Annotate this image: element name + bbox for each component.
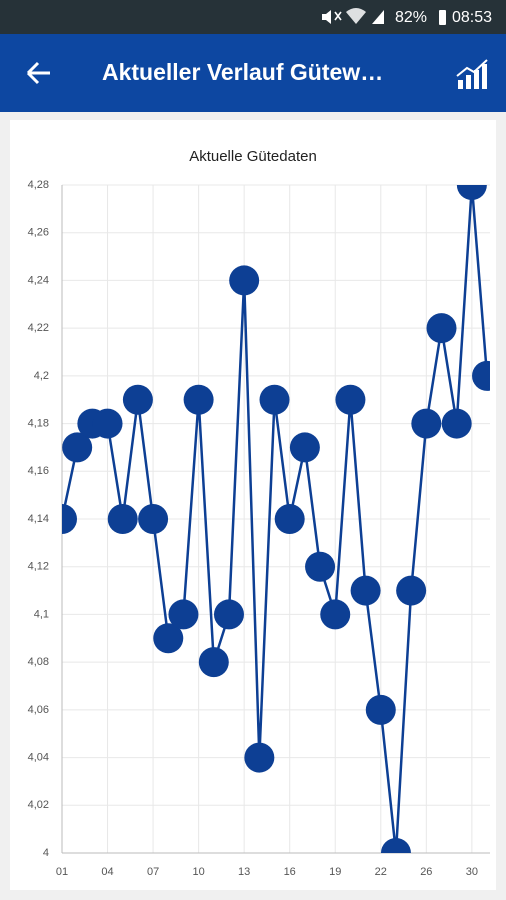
point (472, 360, 490, 391)
chart-title: Aktuelle Gütedaten (189, 148, 317, 165)
point (456, 185, 487, 200)
x-tick-label: 10 (192, 866, 204, 878)
point (168, 599, 199, 630)
point (107, 504, 138, 534)
app-title: Aktueller Verlauf Gütew… (102, 59, 383, 85)
x-tick-label: 22 (375, 866, 387, 878)
point (153, 623, 184, 654)
point (350, 575, 381, 606)
point (213, 599, 244, 630)
point (411, 408, 442, 439)
point (380, 838, 411, 853)
y-tick-label: 4,08 (28, 656, 49, 668)
x-tick-label: 07 (147, 866, 159, 878)
point (122, 384, 153, 415)
chart-icon[interactable] (456, 59, 488, 89)
x-tick-label: 13 (238, 866, 250, 878)
app-bar (0, 34, 506, 112)
y-tick-label: 4,02 (28, 799, 49, 811)
point (229, 265, 260, 296)
point (289, 432, 320, 463)
x-tick-label: 01 (56, 866, 68, 878)
point (396, 575, 427, 606)
x-tick-label: 19 (329, 866, 341, 878)
point (198, 647, 229, 678)
point (305, 551, 336, 582)
status-icons (322, 8, 446, 25)
time-text: 08:53 (452, 9, 492, 26)
chart-card (10, 120, 496, 890)
y-tick-label: 4,14 (28, 513, 49, 525)
point (426, 313, 457, 344)
axis-labels: 44,024,044,064,084,14,124,144,164,184,24… (28, 179, 478, 878)
point (62, 432, 93, 463)
point (138, 504, 169, 534)
point (335, 384, 366, 415)
y-tick-label: 4,2 (34, 370, 49, 382)
x-tick-label: 16 (284, 866, 296, 878)
y-tick-label: 4,04 (28, 751, 49, 763)
point (365, 694, 396, 725)
point (441, 408, 472, 439)
point (92, 408, 123, 439)
y-tick-label: 4,24 (28, 274, 49, 286)
y-tick-label: 4,18 (28, 417, 49, 429)
back-button[interactable] (26, 61, 50, 85)
point (274, 504, 305, 534)
y-tick-label: 4,22 (28, 322, 49, 334)
x-tick-label: 30 (466, 866, 478, 878)
status-bar (0, 0, 506, 34)
point (183, 384, 214, 415)
y-tick-label: 4,1 (34, 608, 49, 620)
plot (62, 185, 490, 853)
battery-text: 82% (395, 9, 427, 26)
y-tick-label: 4,06 (28, 704, 49, 716)
x-tick-label: 26 (420, 866, 432, 878)
y-tick-label: 4,28 (28, 179, 49, 191)
y-tick-label: 4 (43, 847, 49, 859)
point (259, 384, 290, 415)
point (244, 742, 275, 773)
point (62, 504, 77, 534)
y-tick-label: 4,12 (28, 561, 49, 573)
y-tick-label: 4,26 (28, 227, 49, 239)
x-tick-label: 04 (101, 866, 113, 878)
point (320, 599, 351, 630)
y-tick-label: 4,16 (28, 465, 49, 477)
